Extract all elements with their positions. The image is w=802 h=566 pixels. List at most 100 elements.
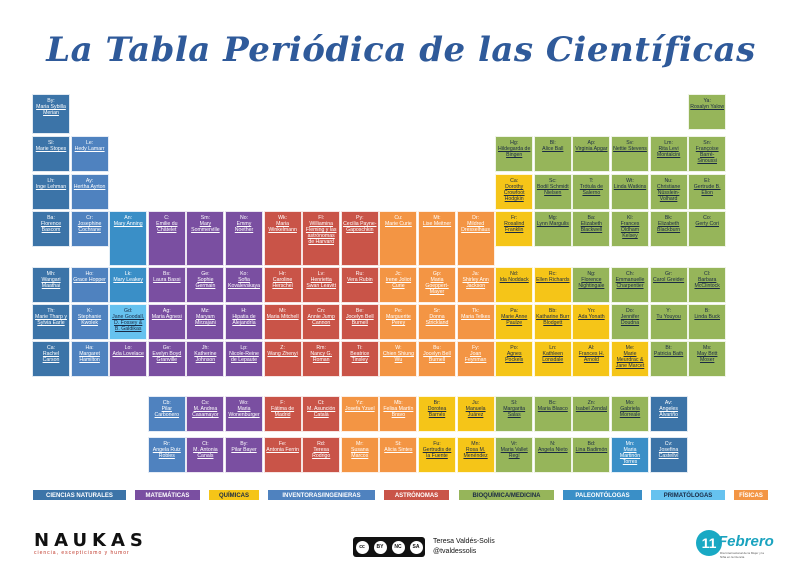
element-cell[interactable]: Ja: Shirley Ann Jackson	[456, 267, 495, 303]
element-cell[interactable]: Sm: Mary Sommerville	[186, 211, 225, 266]
element-name-link[interactable]: Shirley Ann Jackson	[462, 277, 489, 289]
element-name-link[interactable]: Josefina Castellví	[658, 447, 679, 459]
element-name-link[interactable]: Dorotea Barnés	[427, 406, 447, 418]
element-name-link[interactable]: Nancy G. Roman	[310, 351, 332, 363]
element-name-link[interactable]: Beatrice Tinsley	[350, 351, 370, 363]
element-cell[interactable]: Cb: Pilar Carbonero	[147, 396, 186, 432]
element-name-link[interactable]: Trótula de Salerno	[579, 184, 603, 196]
element-name-link[interactable]: Françoise Barré-Sinoussi	[695, 146, 719, 164]
element-name-link[interactable]: Lise Meitner	[422, 221, 452, 227]
element-name-link[interactable]: Hildegarda de Bingen	[498, 146, 531, 158]
element-cell[interactable]: By: Maria Sybilla Merian	[32, 94, 70, 134]
element-cell[interactable]: Ag: Maria Agnesi	[147, 304, 186, 340]
element-name-link[interactable]: Bodil Schmidt Nielsen	[536, 184, 569, 196]
element-name-link[interactable]: Ada Yonath	[578, 314, 605, 320]
element-cell[interactable]: T: Trótula de Salerno	[572, 174, 611, 210]
element-cell[interactable]: Cl: Barbara McClintock	[688, 267, 727, 303]
element-cell[interactable]: Cn: Annie Jump Cannon	[302, 304, 341, 340]
element-cell[interactable]: Gv: Evelyn Boyd Granville	[147, 341, 186, 377]
element-name-link[interactable]: Margarita Salas	[503, 406, 526, 418]
element-name-link[interactable]: Virginia Apgar	[575, 146, 608, 152]
element-cell[interactable]: Ca: Dorothy Crowfoot Hodgkin	[495, 174, 534, 210]
element-name-link[interactable]: Annie Jump Cannon	[307, 314, 335, 326]
element-cell[interactable]: B: Linda Buck	[688, 304, 727, 340]
element-name-link[interactable]: Rosa M. Menéndez	[463, 447, 488, 459]
element-name-link[interactable]: Chien Shiung Wu	[382, 351, 414, 363]
element-cell[interactable]: Th: Marie Tharp y Sylvia Earle	[32, 304, 70, 340]
element-cell[interactable]: Sl: Marie Stopes	[32, 136, 70, 172]
element-name-link[interactable]: M. Antonia Canals	[193, 447, 218, 459]
element-cell[interactable]: Sn: Françoise Barré-Sinoussi	[688, 136, 727, 172]
element-cell[interactable]: Be: Jocelyn Bell Burnell	[340, 304, 379, 340]
element-cell[interactable]: N: Angela Nieto	[533, 437, 572, 473]
element-cell[interactable]: Bt: Patricia Bath	[649, 341, 688, 377]
element-name-link[interactable]: Felisa Martín Bravo	[383, 406, 414, 418]
element-name-link[interactable]: Maria Wonenburger	[228, 406, 260, 418]
element-cell[interactable]: Bc: Maria Blasco	[533, 396, 572, 432]
element-cell[interactable]: Av: Angeles Alvariño	[649, 396, 688, 432]
element-cell[interactable]: Ba: Florence Bascom	[32, 211, 70, 247]
element-name-link[interactable]: Hertha Ayrton	[73, 184, 106, 190]
element-name-link[interactable]: Sofia Kovalevskaya	[227, 277, 260, 289]
element-cell[interactable]: Mn: Rosa M. Menéndez	[456, 437, 495, 473]
element-cell[interactable]: Py: Cecilia Payne-Gaposchkin	[340, 211, 379, 266]
element-cell[interactable]: Mo: Gabriela Morreale	[611, 396, 649, 432]
element-name-link[interactable]: Evelyn Boyd Granville	[152, 351, 182, 363]
element-cell[interactable]: Ge: Sophie Germain	[186, 267, 225, 303]
element-cell[interactable]: Lp: Nicole-Reine de Lepaute	[225, 341, 263, 377]
element-cell[interactable]: Ay: Hertha Ayrton	[70, 174, 109, 210]
element-name-link[interactable]: Ellen Richards	[536, 277, 570, 283]
element-name-link[interactable]: Jocelyn Bell Burnell	[423, 351, 451, 363]
element-name-link[interactable]: Margaret Hamilton	[79, 351, 100, 363]
element-cell[interactable]: Wk: Maria Winkelmann	[263, 211, 302, 266]
element-cell[interactable]: An: Mary Anning	[109, 211, 148, 266]
element-name-link[interactable]: Tu Youyou	[656, 314, 681, 320]
element-name-link[interactable]: Pilar Bayer	[231, 447, 257, 453]
element-name-link[interactable]: Grace Hopper	[73, 277, 106, 283]
element-name-link[interactable]: Gerty Cori	[695, 221, 719, 227]
element-cell[interactable]: Ct: M. Antonia Canals	[186, 437, 225, 473]
element-cell[interactable]: Lm: Rita Levi Montalcini	[649, 136, 688, 172]
element-name-link[interactable]: Joan Feynman	[464, 351, 487, 363]
element-cell[interactable]: Mt: Lise Meitner	[418, 211, 456, 266]
element-cell[interactable]: Rm: Nancy G. Roman	[302, 341, 341, 377]
element-name-link[interactable]: Maria Agnesi	[151, 314, 182, 320]
element-name-link[interactable]: Fátima de Madrid	[271, 406, 295, 418]
element-cell[interactable]: Pa: Marie Anne Paulze	[495, 304, 534, 340]
element-cell[interactable]: Nd: Ida Noddack	[495, 267, 534, 303]
element-name-link[interactable]: Mildred Dresselhaus	[461, 221, 491, 233]
element-cell[interactable]: Lo: Ada Lovelace	[109, 341, 148, 377]
element-cell[interactable]: St: Alicia Sintes	[379, 437, 418, 473]
element-cell[interactable]: Rd: Teresa Rodrigo	[302, 437, 341, 473]
element-cell[interactable]: W: Chien Shiung Wu	[379, 341, 418, 377]
element-name-link[interactable]: Antonia Ferrin	[266, 447, 299, 453]
element-name-link[interactable]: Alice Ball	[542, 146, 564, 152]
element-cell[interactable]: Sr: Donna Strickland	[418, 304, 456, 340]
element-cell[interactable]: Gp: Maria Goeppert-Mayer	[418, 267, 456, 303]
element-name-link[interactable]: Linda Watkins	[613, 184, 647, 190]
element-cell[interactable]: Dr: Mildred Dresselhaus	[456, 211, 495, 266]
element-name-link[interactable]: Alicia Sintes	[384, 447, 413, 453]
element-name-link[interactable]: Donna Strickland	[425, 314, 449, 326]
element-name-link[interactable]: Katherine Johnson	[194, 351, 217, 363]
element-name-link[interactable]: Maria Blasco	[537, 406, 568, 412]
element-name-link[interactable]: Williamina Fleming y las astrónomas de H…	[305, 221, 337, 245]
element-name-link[interactable]: Elizabeth Blackburn	[657, 221, 681, 233]
element-name-link[interactable]: Ida Noddack	[499, 277, 529, 283]
element-cell[interactable]: Ng: Florence Nightingale	[572, 267, 611, 303]
element-name-link[interactable]: Gertrudis de la Fuente	[422, 447, 452, 459]
element-name-link[interactable]: Josefa Yzuel	[344, 406, 375, 412]
element-name-link[interactable]: Patricia Bath	[653, 351, 684, 357]
element-name-link[interactable]: Maryam Mirzajani	[195, 314, 216, 326]
element-name-link[interactable]: Sophie Germain	[195, 277, 216, 289]
element-cell[interactable]: Wt: Linda Watkins	[611, 174, 649, 210]
element-name-link[interactable]: Rita Levi Montalcini	[656, 146, 681, 158]
element-cell[interactable]: Bb: Katharine Burr Blodgett	[533, 304, 572, 340]
element-name-link[interactable]: Susana Marcos	[350, 447, 369, 459]
element-name-link[interactable]: Jennifer Doudna	[620, 314, 640, 326]
element-name-link[interactable]: Elizabeth Blackwell	[580, 221, 603, 233]
element-cell[interactable]: Co: Gerty Cori	[688, 211, 727, 247]
element-name-link[interactable]: Maria Sybilla Merian	[36, 104, 66, 116]
element-cell[interactable]: Jh: Katherine Johnson	[186, 341, 225, 377]
element-cell[interactable]: Mn: Maria Martinón Torres	[611, 437, 649, 473]
